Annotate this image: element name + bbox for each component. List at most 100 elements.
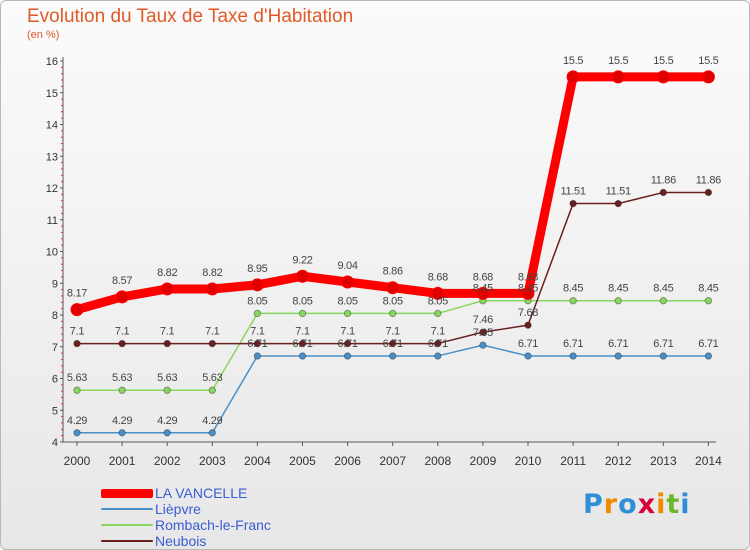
y-tick-label: 8 [52,310,58,322]
data-label: 11.51 [560,186,585,198]
legend-swatch [101,489,153,498]
logo-letter: r [603,489,619,520]
x-tick-label: 2002 [154,454,181,468]
data-point [118,429,126,437]
data-label: 8.17 [67,288,87,300]
data-point [569,199,577,208]
legend-label: Lièpvre [155,501,201,517]
legend-swatch [101,524,153,526]
data-point [341,275,355,289]
data-label: 6.71 [383,338,403,350]
data-label: 5.63 [202,372,222,384]
data-label: 9.22 [292,254,312,266]
logo-letter: t [666,489,681,520]
data-point [704,188,713,197]
data-label: 8.68 [518,271,538,283]
data-label: 11.51 [606,186,631,198]
data-point [434,309,442,318]
data-point [614,199,622,208]
y-tick-label: 15 [46,88,58,100]
logo-letter: o [618,489,638,520]
data-point [701,70,715,84]
data-point [115,290,129,304]
data-label: 15.5 [698,55,718,67]
data-label: 6.71 [518,338,538,350]
data-label: 4.29 [202,415,222,427]
data-label: 6.71 [247,338,267,350]
y-tick-label: 7 [52,342,58,354]
y-tick-label: 13 [46,151,58,163]
data-label: 6.71 [698,338,718,350]
data-label: 8.45 [518,283,538,295]
x-tick-label: 2005 [289,454,316,468]
data-label: 8.45 [473,283,493,295]
data-point [253,352,262,360]
data-point [208,339,217,348]
data-label: 6.71 [608,338,628,350]
data-point [163,339,171,348]
data-label: 8.05 [292,295,312,307]
data-point [659,188,667,197]
data-point [298,339,307,348]
x-tick-label: 2011 [560,454,586,468]
data-point [296,269,309,283]
y-tick-label: 9 [52,278,58,290]
x-tick-label: 2003 [199,454,226,468]
data-point [389,352,397,360]
y-tick-label: 4 [52,437,58,449]
data-label: 8.05 [428,295,448,307]
legend-swatch [101,508,153,510]
x-tick-label: 2009 [470,454,497,468]
data-label: 8.05 [337,295,357,307]
data-point [434,339,442,348]
x-tick-label: 2001 [109,454,136,468]
data-label: 5.63 [67,372,87,384]
data-point [208,429,217,437]
data-point [118,386,126,394]
data-label: 6.71 [653,338,673,350]
data-label: 7.1 [205,326,220,338]
data-point [205,282,219,296]
data-label: 4.29 [112,415,132,427]
y-tick-label: 6 [52,374,58,386]
legend-label: LA VANCELLE [155,485,248,501]
data-label: 6.71 [337,338,357,350]
data-point [659,352,667,360]
data-label: 8.45 [608,283,628,295]
proxiti-logo: Proxiti [583,489,691,520]
data-point [431,286,445,300]
x-tick-label: 2000 [64,454,91,468]
data-label: 8.95 [247,263,267,275]
y-tick-label: 12 [46,183,58,195]
data-label: 6.71 [292,338,312,350]
data-point [521,286,535,300]
x-tick-label: 2013 [650,454,677,468]
x-tick-label: 2004 [244,454,271,468]
data-label: 8.45 [698,283,718,295]
data-point [73,429,81,437]
data-point [343,352,352,360]
data-point [343,339,352,348]
data-point [569,297,577,305]
data-label: 8.68 [473,271,493,283]
logo-letter: i [680,489,691,520]
legend-label: Rombach-le-Franc [155,517,271,533]
data-label: 7.1 [250,326,265,338]
data-label: 8.82 [202,267,222,279]
x-tick-label: 2010 [515,454,542,468]
data-label: 6.71 [428,338,448,350]
y-tick-label: 5 [52,405,58,417]
data-label: 11.86 [696,174,721,186]
y-tick-label: 14 [46,120,58,132]
data-label: 8.86 [383,266,403,278]
data-label: 15.5 [653,55,673,67]
data-label: 8.05 [383,295,403,307]
data-point [569,352,577,360]
data-label: 7.1 [340,326,355,338]
data-point [70,303,84,317]
x-tick-label: 2012 [605,454,632,468]
data-point [343,309,352,318]
data-point [253,309,262,318]
data-label: 8.82 [157,267,177,279]
